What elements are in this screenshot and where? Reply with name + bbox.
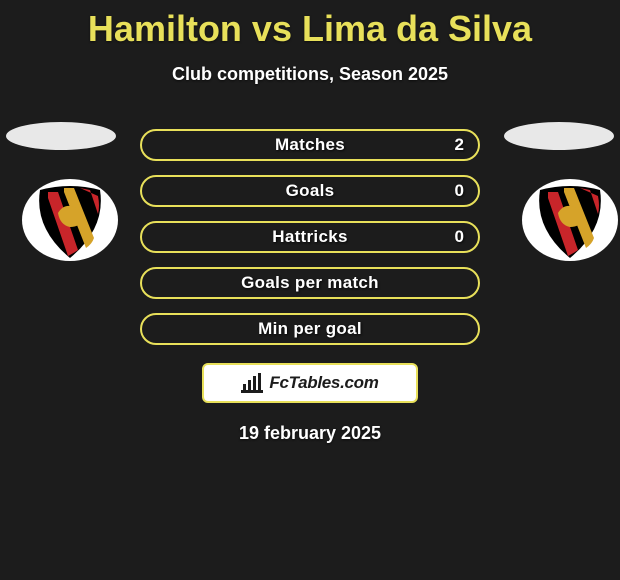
- subtitle: Club competitions, Season 2025: [0, 64, 620, 85]
- stat-row-min-per-goal: Min per goal: [140, 313, 480, 345]
- page-title: Hamilton vs Lima da Silva: [0, 0, 620, 50]
- stat-row-matches: Matches 2: [140, 129, 480, 161]
- stat-label: Goals: [286, 181, 335, 201]
- stat-row-hattricks: Hattricks 0: [140, 221, 480, 253]
- stat-value-right: 0: [455, 227, 464, 247]
- stat-row-goals-per-match: Goals per match: [140, 267, 480, 299]
- stat-label: Matches: [275, 135, 345, 155]
- source-logo[interactable]: FcTables.com: [202, 363, 418, 403]
- player-photo-right: [504, 122, 614, 150]
- stat-label: Goals per match: [241, 273, 379, 293]
- stat-label: Min per goal: [258, 319, 362, 339]
- stat-row-goals: Goals 0: [140, 175, 480, 207]
- date-text: 19 february 2025: [0, 423, 620, 444]
- stat-label: Hattricks: [272, 227, 347, 247]
- player-photo-left: [6, 122, 116, 150]
- bar-chart-icon: [241, 373, 263, 393]
- club-crest-right: [520, 178, 620, 263]
- stat-value-right: 2: [455, 135, 464, 155]
- club-crest-left: [20, 178, 120, 263]
- source-logo-text: FcTables.com: [269, 373, 378, 393]
- stat-value-right: 0: [455, 181, 464, 201]
